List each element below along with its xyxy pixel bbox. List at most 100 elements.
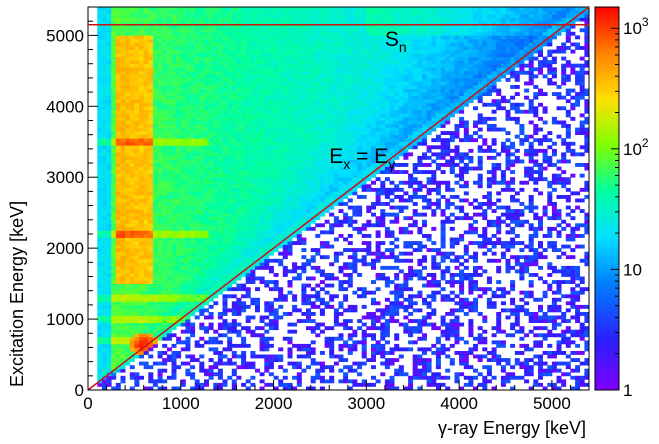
heatmap-cell: [194, 343, 200, 348]
heatmap-cell: [171, 226, 177, 231]
heatmap-cell: [125, 265, 131, 270]
heatmap-cell: [162, 109, 168, 114]
heatmap-cell: [157, 53, 163, 57]
heatmap-cell: [278, 219, 284, 224]
heatmap-cell: [250, 7, 256, 11]
heatmap-cell: [106, 234, 112, 238]
heatmap-cell: [204, 255, 209, 260]
heatmap-cell: [125, 120, 131, 125]
heatmap-cell: [292, 127, 298, 132]
heatmap-cell: [152, 81, 158, 86]
heatmap-cell: [227, 53, 233, 57]
heatmap-cell: [296, 106, 302, 111]
heatmap-cell: [185, 283, 191, 288]
heatmap-cell: [148, 145, 154, 150]
heatmap-cell: [315, 297, 321, 302]
heatmap-cell: [231, 195, 237, 199]
heatmap-cell: [157, 244, 163, 249]
heatmap-cell: [129, 53, 135, 57]
heatmap-cell: [180, 304, 186, 309]
heatmap-cell: [208, 180, 214, 185]
heatmap-cell: [166, 216, 172, 221]
heatmap-cell: [231, 109, 237, 114]
heatmap-cell: [180, 152, 186, 157]
heatmap-cell: [194, 262, 200, 267]
heatmap-cell: [301, 219, 307, 224]
heatmap-cell: [120, 276, 126, 281]
heatmap-cell: [296, 163, 302, 167]
heatmap-cell: [97, 95, 103, 100]
heatmap-cell: [236, 145, 242, 150]
heatmap-cell: [259, 319, 265, 323]
heatmap-cell: [333, 10, 339, 15]
heatmap-cell: [194, 106, 200, 111]
heatmap-cell: [296, 85, 302, 89]
heatmap-cell: [139, 326, 144, 331]
heatmap-cell: [176, 180, 182, 185]
heatmap-cell: [199, 81, 205, 86]
heatmap-cell: [157, 77, 163, 82]
heatmap-cell: [115, 138, 121, 143]
heatmap-cell: [166, 262, 172, 267]
heatmap-cell: [250, 187, 256, 192]
heatmap-cell: [190, 63, 196, 68]
heatmap-cell: [101, 386, 107, 390]
heatmap-cell: [180, 28, 186, 33]
heatmap-cell: [287, 329, 293, 334]
heatmap-cell: [282, 31, 288, 36]
heatmap-cell: [204, 35, 209, 40]
heatmap-cell: [120, 290, 126, 295]
heatmap-cell: [255, 85, 260, 89]
heatmap-cell: [213, 7, 219, 11]
heatmap-cell: [222, 216, 228, 221]
heatmap-cell: [241, 212, 247, 217]
heatmap-cell: [213, 191, 219, 196]
heatmap-cell: [255, 131, 260, 135]
heatmap-cell: [125, 234, 131, 238]
heatmap-cell: [176, 134, 182, 139]
heatmap-cell: [120, 294, 126, 299]
heatmap-cell: [292, 173, 298, 178]
heatmap-cell: [268, 53, 274, 57]
heatmap-cell: [264, 173, 270, 178]
heatmap-cell: [204, 202, 209, 206]
heatmap-cell: [343, 63, 349, 68]
heatmap-cell: [97, 113, 103, 118]
heatmap-cell: [157, 195, 163, 199]
heatmap-cell: [310, 386, 316, 390]
heatmap-cell: [245, 81, 251, 86]
heatmap-cell: [287, 202, 293, 206]
heatmap-cell: [338, 379, 344, 384]
heatmap-cell: [129, 230, 135, 235]
heatmap-cell: [310, 258, 316, 263]
heatmap-cell: [296, 216, 302, 221]
heatmap-cell: [222, 85, 228, 89]
heatmap-cell: [278, 365, 284, 370]
heatmap-cell: [319, 223, 325, 228]
heatmap-cell: [296, 219, 302, 224]
heatmap-cell: [292, 17, 298, 22]
heatmap-cell: [162, 49, 168, 54]
heatmap-cell: [259, 124, 265, 128]
heatmap-cell: [129, 99, 135, 104]
heatmap-cell: [329, 187, 335, 192]
heatmap-cell: [306, 155, 311, 160]
heatmap-cell: [115, 184, 121, 189]
heatmap-cell: [333, 184, 339, 189]
heatmap-cell: [278, 170, 284, 174]
heatmap-cell: [125, 255, 131, 260]
heatmap-cell: [296, 180, 302, 185]
heatmap-cell: [176, 31, 182, 36]
heatmap-cell: [125, 209, 131, 213]
heatmap-cell: [194, 315, 200, 320]
heatmap-cell: [241, 216, 247, 221]
heatmap-cell: [329, 294, 335, 299]
heatmap-cell: [255, 152, 260, 157]
heatmap-cell: [268, 212, 274, 217]
heatmap-cell: [125, 276, 131, 281]
heatmap-cell: [115, 382, 121, 387]
heatmap-cell: [222, 77, 228, 82]
heatmap-cell: [255, 81, 260, 86]
heatmap-cell: [208, 24, 214, 29]
heatmap-cell: [319, 99, 325, 104]
